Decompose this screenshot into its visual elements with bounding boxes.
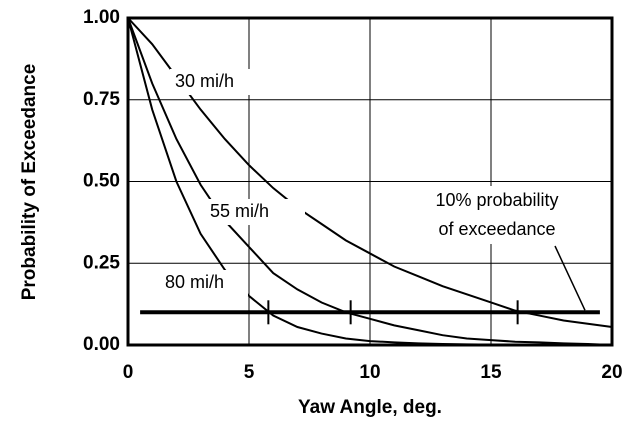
- label-background: [170, 69, 270, 95]
- label-background: [205, 199, 305, 225]
- x-tick-label: 0: [123, 362, 134, 383]
- annotation: of exceedance: [438, 219, 555, 239]
- series-label: 55 mi/h: [210, 201, 269, 221]
- y-tick-label: 0.25: [83, 252, 120, 273]
- y-tick-label: 0.00: [83, 334, 120, 355]
- label-background: [160, 270, 248, 296]
- x-tick-label: 20: [601, 362, 622, 383]
- x-tick-label: 5: [244, 362, 255, 383]
- label-background: [405, 186, 585, 244]
- x-tick-label: 15: [480, 362, 502, 383]
- y-tick-label: 1.00: [83, 7, 120, 28]
- plot-frame: [126, 16, 614, 347]
- series-line: [127, 17, 613, 346]
- series-label: 30 mi/h: [175, 71, 234, 91]
- annotation: 10% probability: [435, 190, 558, 210]
- y-tick-label: 0.50: [83, 171, 120, 192]
- y-tick-label: 0.75: [83, 89, 120, 110]
- x-tick-label: 10: [359, 362, 380, 383]
- x-axis-title: Yaw Angle, deg.: [298, 397, 442, 418]
- y-axis-title: Probability of Exceedance: [19, 64, 40, 301]
- series-label: 80 mi/h: [165, 272, 224, 292]
- annotation-arrow: [554, 245, 586, 311]
